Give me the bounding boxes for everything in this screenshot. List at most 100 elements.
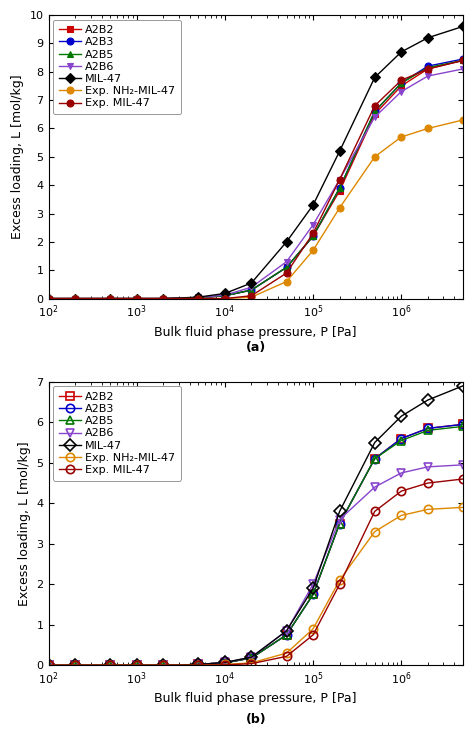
MIL-47 [222, 289, 228, 298]
MIL-47 [160, 294, 166, 303]
A2B3 [337, 519, 342, 528]
Exp. MIL-47 [160, 661, 166, 670]
A2B6 [337, 515, 342, 524]
A2B3 [337, 184, 342, 193]
Exp. MIL-47 [222, 660, 228, 669]
A2B6 [248, 283, 254, 292]
A2B3 [72, 661, 78, 670]
A2B6 [460, 460, 466, 469]
MIL-47 [425, 396, 431, 405]
A2B6 [160, 294, 166, 303]
A2B6 [460, 65, 466, 73]
A2B5 [310, 232, 316, 240]
A2B5 [248, 286, 254, 295]
A2B5 [72, 661, 78, 670]
A2B2 [399, 434, 404, 443]
A2B5 [72, 294, 78, 303]
MIL-47 [248, 279, 254, 287]
A2B5 [283, 263, 289, 272]
A2B5 [134, 661, 139, 670]
Exp. NH₂-MIL-47 [460, 503, 466, 512]
A2B5 [222, 658, 228, 667]
MIL-47 [107, 661, 113, 670]
A2B5 [107, 661, 113, 670]
A2B3 [425, 424, 431, 432]
Exp. MIL-47 [372, 101, 378, 110]
A2B3 [372, 107, 378, 116]
Line: Exp. NH₂-MIL-47: Exp. NH₂-MIL-47 [45, 117, 466, 302]
A2B3 [195, 293, 201, 302]
MIL-47 [372, 438, 378, 447]
A2B2 [195, 660, 201, 669]
MIL-47 [460, 381, 466, 390]
Exp. MIL-47 [337, 580, 342, 589]
A2B3 [460, 55, 466, 64]
MIL-47 [399, 48, 404, 56]
Text: (b): (b) [246, 713, 266, 726]
Exp. MIL-47 [107, 661, 113, 670]
A2B3 [460, 420, 466, 429]
A2B6 [134, 294, 139, 303]
Line: A2B3: A2B3 [45, 420, 467, 669]
Exp. NH₂-MIL-47 [283, 649, 289, 658]
A2B5 [248, 654, 254, 663]
A2B2 [399, 81, 404, 90]
Exp. NH₂-MIL-47 [399, 133, 404, 141]
A2B5 [160, 294, 166, 303]
A2B2 [425, 424, 431, 432]
A2B6 [72, 661, 78, 670]
A2B5 [160, 661, 166, 670]
Exp. NH₂-MIL-47 [248, 658, 254, 667]
Exp. MIL-47 [425, 65, 431, 73]
MIL-47 [46, 294, 51, 303]
A2B2 [310, 232, 316, 240]
Exp. NH₂-MIL-47 [160, 661, 166, 670]
A2B2 [425, 65, 431, 73]
Line: A2B2: A2B2 [45, 420, 467, 669]
Exp. NH₂-MIL-47 [72, 294, 78, 303]
A2B2 [283, 263, 289, 272]
A2B3 [283, 263, 289, 272]
Text: (a): (a) [246, 341, 266, 354]
Exp. NH₂-MIL-47 [310, 246, 316, 255]
Line: Exp. MIL-47: Exp. MIL-47 [45, 57, 466, 302]
Exp. MIL-47 [283, 269, 289, 278]
Exp. NH₂-MIL-47 [337, 576, 342, 585]
Y-axis label: Excess loading, L [mol/kg]: Excess loading, L [mol/kg] [11, 75, 24, 239]
A2B6 [425, 463, 431, 471]
Exp. MIL-47 [372, 507, 378, 516]
A2B6 [283, 627, 289, 636]
A2B5 [425, 426, 431, 435]
A2B3 [107, 294, 113, 303]
A2B2 [134, 294, 139, 303]
A2B2 [248, 286, 254, 295]
A2B3 [310, 590, 316, 599]
Exp. MIL-47 [134, 294, 139, 303]
A2B3 [72, 294, 78, 303]
Exp. NH₂-MIL-47 [460, 116, 466, 125]
A2B6 [372, 113, 378, 122]
Exp. MIL-47 [460, 474, 466, 483]
A2B2 [72, 661, 78, 670]
A2B3 [46, 294, 51, 303]
A2B5 [399, 436, 404, 445]
A2B3 [248, 654, 254, 663]
A2B5 [195, 660, 201, 669]
MIL-47 [195, 292, 201, 301]
Exp. MIL-47 [46, 661, 51, 670]
A2B3 [134, 661, 139, 670]
Legend: A2B2, A2B3, A2B5, A2B6, MIL-47, Exp. NH₂-MIL-47, Exp. MIL-47: A2B2, A2B3, A2B5, A2B6, MIL-47, Exp. NH₂… [53, 386, 181, 481]
A2B3 [399, 434, 404, 443]
Exp. MIL-47 [283, 652, 289, 660]
Exp. MIL-47 [399, 487, 404, 496]
MIL-47 [283, 237, 289, 246]
A2B6 [310, 221, 316, 229]
A2B5 [337, 184, 342, 193]
Exp. NH₂-MIL-47 [425, 124, 431, 133]
Exp. NH₂-MIL-47 [222, 660, 228, 669]
A2B3 [160, 294, 166, 303]
MIL-47 [337, 147, 342, 155]
MIL-47 [46, 661, 51, 670]
Exp. NH₂-MIL-47 [134, 294, 139, 303]
Line: MIL-47: MIL-47 [45, 382, 467, 669]
